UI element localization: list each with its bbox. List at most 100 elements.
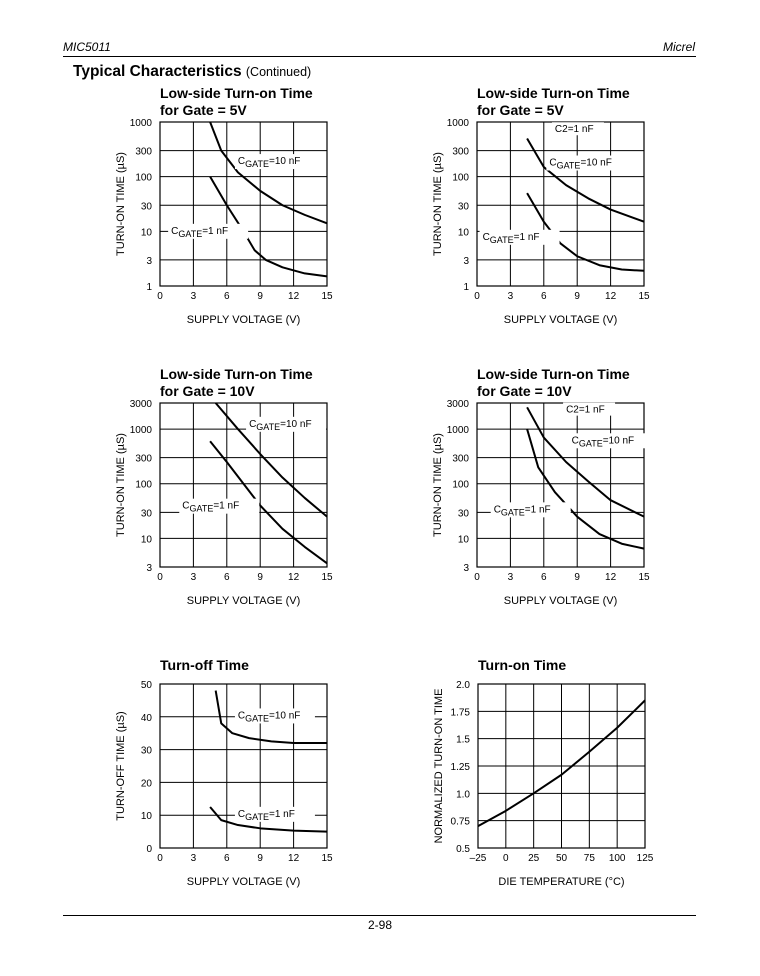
y-tick-label: 0 — [146, 844, 152, 855]
chart-title: for Gate = 10V — [477, 383, 572, 399]
section-title-text: Typical Characteristics — [73, 63, 242, 80]
y-tick-label: 2.0 — [456, 680, 470, 691]
x-tick-label: 3 — [508, 572, 514, 583]
x-axis-label: SUPPLY VOLTAGE (V) — [187, 876, 301, 888]
label-bg — [568, 433, 649, 449]
x-tick-label: 9 — [257, 853, 263, 864]
y-tick-label: 3 — [146, 563, 152, 574]
annotation-label: C2=1 nF — [566, 405, 605, 416]
series-label-suffix: =1 nF — [525, 504, 551, 515]
plot-frame — [477, 683, 646, 849]
series-line-1 — [477, 699, 646, 828]
x-tick-label: 0 — [157, 853, 163, 864]
x-tick-label: 75 — [584, 853, 596, 864]
series-label-prefix: C — [171, 226, 178, 237]
x-axis-label: SUPPLY VOLTAGE (V) — [187, 314, 301, 326]
series-label-subscript: GATE — [579, 438, 603, 448]
series-label-subscript: GATE — [490, 235, 514, 245]
series-label-suffix: =1 nF — [213, 501, 239, 512]
series-label-subscript: GATE — [501, 507, 525, 517]
label-bg — [479, 229, 560, 245]
x-tick-label: 15 — [638, 572, 650, 583]
y-tick-label: 300 — [135, 454, 152, 465]
x-tick-label: 100 — [609, 853, 626, 864]
series-label: CGATE=1 nF — [483, 232, 540, 245]
label-bg — [551, 122, 604, 136]
series-label: CGATE=1 nF — [238, 809, 295, 822]
chart-title: Low-side Turn-on Time — [160, 366, 313, 382]
series-line-2 — [526, 192, 645, 272]
y-tick-label: 1000 — [130, 425, 153, 436]
y-tick-label: 300 — [452, 454, 469, 465]
plot-frame — [476, 121, 645, 287]
series-label-suffix: =10 nF — [603, 435, 634, 446]
series-label-suffix: =10 nF — [580, 158, 611, 169]
series-label-prefix: C — [494, 504, 501, 515]
y-tick-label: 0.75 — [451, 817, 471, 828]
y-axis-label: TURN-OFF TIME (µS) — [115, 711, 127, 820]
y-tick-label: 1.75 — [451, 707, 471, 718]
series-label-subscript: GATE — [256, 422, 280, 432]
label-bg — [168, 223, 249, 239]
y-tick-label: 10 — [458, 227, 470, 238]
series-label-subscript: GATE — [190, 504, 214, 514]
page-number: 2-98 — [367, 918, 393, 932]
y-tick-label: 10 — [141, 811, 153, 822]
x-tick-label: 9 — [574, 291, 580, 302]
series-line-2 — [209, 440, 328, 565]
x-axis-label: SUPPLY VOLTAGE (V) — [187, 595, 301, 607]
series-line-2 — [526, 428, 645, 550]
series-label: CGATE=10 nF — [572, 435, 635, 448]
series-label-suffix: =1 nF — [202, 226, 228, 237]
series-label: CGATE=10 nF — [238, 710, 301, 723]
x-tick-label: 9 — [257, 572, 263, 583]
series-label-prefix: C — [249, 419, 256, 430]
plot-frame — [159, 683, 328, 849]
y-tick-label: 10 — [141, 534, 153, 545]
y-axis-label: TURN-ON TIME (µS) — [115, 152, 127, 256]
x-axis-label: DIE TEMPERATURE (°C) — [498, 876, 624, 888]
series-label: CGATE=10 nF — [249, 419, 311, 432]
x-tick-label: –25 — [470, 853, 487, 864]
y-tick-label: 10 — [141, 227, 153, 238]
series-label: CGATE=1 nF — [171, 226, 228, 239]
header-company: Micrel — [663, 40, 695, 54]
y-tick-label: 100 — [135, 173, 152, 184]
label-bg — [234, 806, 315, 822]
y-tick-label: 0.5 — [456, 844, 470, 855]
y-tick-label: 3000 — [130, 399, 153, 410]
series-label-suffix: =10 nF — [269, 156, 300, 167]
series-label-prefix: C — [549, 158, 556, 169]
series-label-subscript: GATE — [245, 812, 269, 822]
y-tick-label: 30 — [458, 508, 470, 519]
y-axis-label: NORMALIZED TURN-ON TIME — [433, 689, 445, 844]
x-tick-label: 12 — [605, 572, 617, 583]
y-tick-label: 3 — [146, 256, 152, 267]
x-tick-label: 9 — [257, 291, 263, 302]
series-label-subscript: GATE — [245, 159, 269, 169]
x-tick-label: 0 — [503, 853, 509, 864]
series-label-prefix: C — [238, 710, 245, 721]
plot-frame — [159, 402, 328, 568]
y-tick-label: 1.25 — [451, 762, 471, 773]
x-tick-label: 9 — [574, 572, 580, 583]
y-tick-label: 30 — [141, 508, 153, 519]
y-axis-label: TURN-ON TIME (µS) — [432, 152, 444, 256]
y-tick-label: 1000 — [447, 425, 470, 436]
chart-title: Low-side Turn-on Time — [477, 366, 630, 382]
y-tick-label: 1000 — [130, 118, 153, 129]
chart-5: Turn-off Time 0 3 6 9 12 15 0 10 20 30 40 50 SUPPLY V… — [115, 657, 333, 888]
y-tick-label: 20 — [141, 778, 153, 789]
x-tick-label: 0 — [157, 291, 163, 302]
label-bg — [563, 402, 616, 416]
x-tick-label: 50 — [556, 853, 568, 864]
y-axis-label: TURN-ON TIME (µS) — [115, 433, 127, 537]
section-continued: (Continued) — [245, 65, 312, 79]
y-tick-label: 50 — [141, 680, 153, 691]
y-tick-label: 3 — [463, 563, 469, 574]
series-label-prefix: C — [572, 435, 579, 446]
x-tick-label: 6 — [224, 291, 230, 302]
x-tick-label: 15 — [321, 853, 333, 864]
x-tick-label: 0 — [474, 291, 480, 302]
